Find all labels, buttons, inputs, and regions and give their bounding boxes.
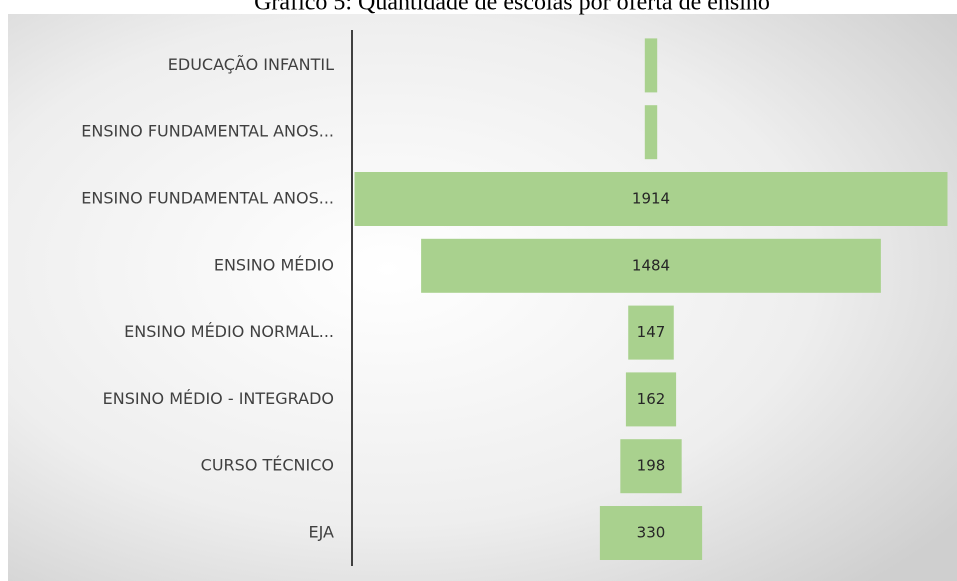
- value-label: 162: [637, 390, 666, 408]
- chart-title: Gráfico 5: Quantidade de escolas por ofe…: [254, 0, 770, 16]
- value-label: 198: [637, 457, 666, 475]
- value-label: 147: [637, 323, 666, 341]
- bar: [644, 38, 658, 93]
- category-label: ENSINO MÉDIO - INTEGRADO: [103, 389, 334, 408]
- category-label: ENSINO MÉDIO: [214, 255, 334, 274]
- value-label: 330: [637, 524, 666, 542]
- category-label: EDUCAÇÃO INFANTIL: [168, 55, 334, 74]
- category-label: ENSINO FUNDAMENTAL ANOS...: [81, 189, 334, 208]
- category-label: EJA: [309, 523, 335, 542]
- bar: [644, 105, 658, 160]
- category-label: CURSO TÉCNICO: [201, 456, 334, 475]
- bar: [620, 439, 682, 494]
- plot-background: [8, 14, 957, 581]
- bar: [625, 372, 677, 427]
- category-label: ENSINO FUNDAMENTAL ANOS...: [81, 122, 334, 141]
- value-label: 1914: [632, 190, 670, 208]
- value-label: 1484: [632, 256, 670, 274]
- category-label: ENSINO MÉDIO NORMAL...: [124, 322, 334, 341]
- bar: [354, 172, 948, 226]
- bar: [599, 506, 703, 560]
- bar: [421, 238, 881, 293]
- bar: [628, 305, 674, 360]
